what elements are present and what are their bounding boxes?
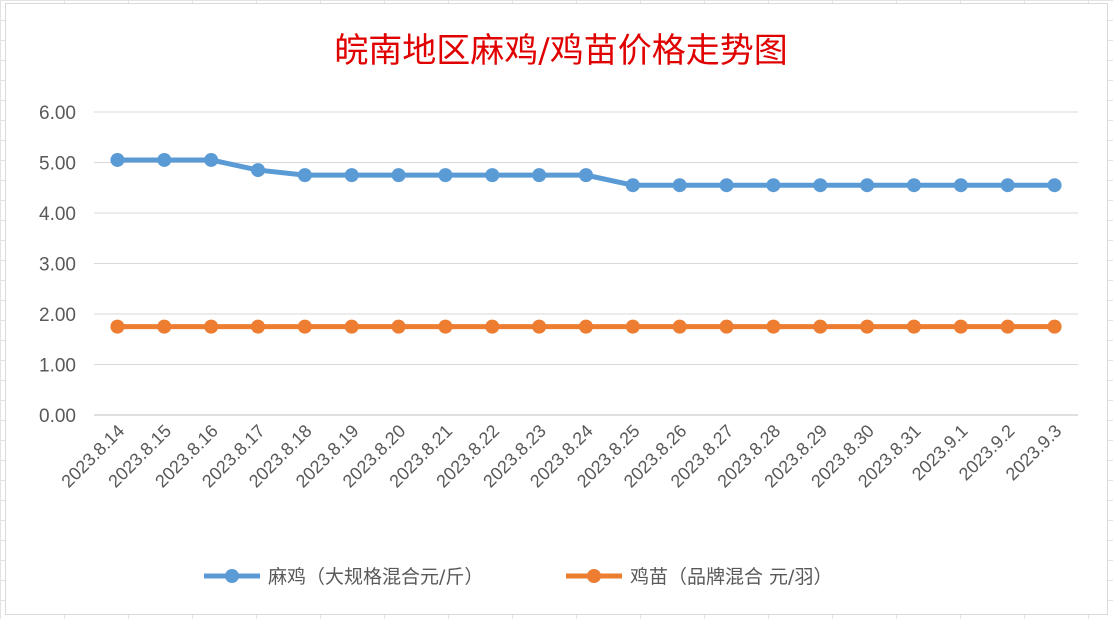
data-point: [766, 178, 781, 193]
series-group: [110, 152, 1062, 334]
data-point: [532, 319, 547, 334]
data-point: [953, 178, 968, 193]
data-point: [438, 168, 453, 183]
data-point: [579, 168, 593, 183]
legend-marker-jimiao: [587, 569, 601, 583]
data-point: [344, 168, 359, 183]
data-point: [719, 178, 734, 193]
y-tick-label: 6.00: [39, 103, 76, 124]
data-point: [391, 319, 406, 334]
chart-area[interactable]: 皖南地区麻鸡/鸡苗价格走势图 0.00 1.00 2.00 3.00 4.00 5.00 6…: [5, 3, 1108, 615]
data-point: [297, 319, 312, 334]
data-point: [532, 168, 547, 183]
data-point: [625, 319, 640, 334]
data-point: [766, 319, 781, 334]
y-tick-label: 1.00: [39, 356, 76, 377]
legend-label-jimiao: 鸡苗（品牌混合 元/羽）: [630, 566, 832, 588]
data-point: [297, 168, 312, 183]
data-point: [953, 319, 968, 334]
data-point: [1047, 178, 1062, 193]
series-2: [110, 319, 1062, 334]
data-point: [110, 152, 125, 167]
x-axis: 2023.8.142023.8.152023.8.162023.8.172023…: [57, 421, 1065, 492]
data-point: [860, 319, 875, 334]
y-tick-label: 2.00: [39, 305, 76, 326]
legend-item-jimiao: 鸡苗（品牌混合 元/羽）: [566, 566, 832, 588]
data-point: [813, 178, 828, 193]
data-point: [110, 319, 125, 334]
data-point: [813, 319, 828, 334]
data-point: [1000, 319, 1015, 334]
y-tick-label: 0.00: [39, 406, 76, 427]
data-point: [860, 178, 875, 193]
y-tick-label: 5.00: [39, 154, 76, 175]
data-point: [485, 168, 500, 183]
legend-label-majii: 麻鸡（大规格混合元/斤）: [268, 566, 483, 588]
y-tick-label: 4.00: [39, 204, 76, 225]
chart-title: 皖南地区麻鸡/鸡苗价格走势图: [334, 31, 787, 71]
line-chart: 皖南地区麻鸡/鸡苗价格走势图 0.00 1.00 2.00 3.00 4.00 5.00 6…: [39, 31, 1078, 588]
y-axis: 0.00 1.00 2.00 3.00 4.00 5.00 6.00: [39, 103, 76, 427]
legend-item-majii: 麻鸡（大规格混合元/斤）: [204, 566, 483, 588]
data-point: [1000, 178, 1015, 193]
series-1: [110, 152, 1062, 193]
data-point: [672, 178, 687, 193]
data-point: [204, 319, 219, 334]
data-point: [907, 178, 921, 193]
data-point: [907, 319, 921, 334]
legend-marker-majii: [225, 569, 239, 583]
data-point: [485, 319, 500, 334]
data-point: [1047, 319, 1062, 334]
data-point: [579, 319, 593, 334]
legend: 麻鸡（大规格混合元/斤） 鸡苗（品牌混合 元/羽）: [204, 566, 832, 588]
data-point: [719, 319, 734, 334]
data-point: [672, 319, 687, 334]
data-point: [344, 319, 359, 334]
data-point: [391, 168, 406, 183]
data-point: [251, 319, 265, 334]
data-point: [625, 178, 640, 193]
data-point: [157, 319, 172, 334]
data-point: [438, 319, 453, 334]
y-tick-label: 3.00: [39, 255, 76, 276]
data-point: [204, 152, 219, 167]
data-point: [157, 152, 172, 167]
data-point: [251, 163, 265, 178]
gridlines: [94, 111, 1078, 416]
